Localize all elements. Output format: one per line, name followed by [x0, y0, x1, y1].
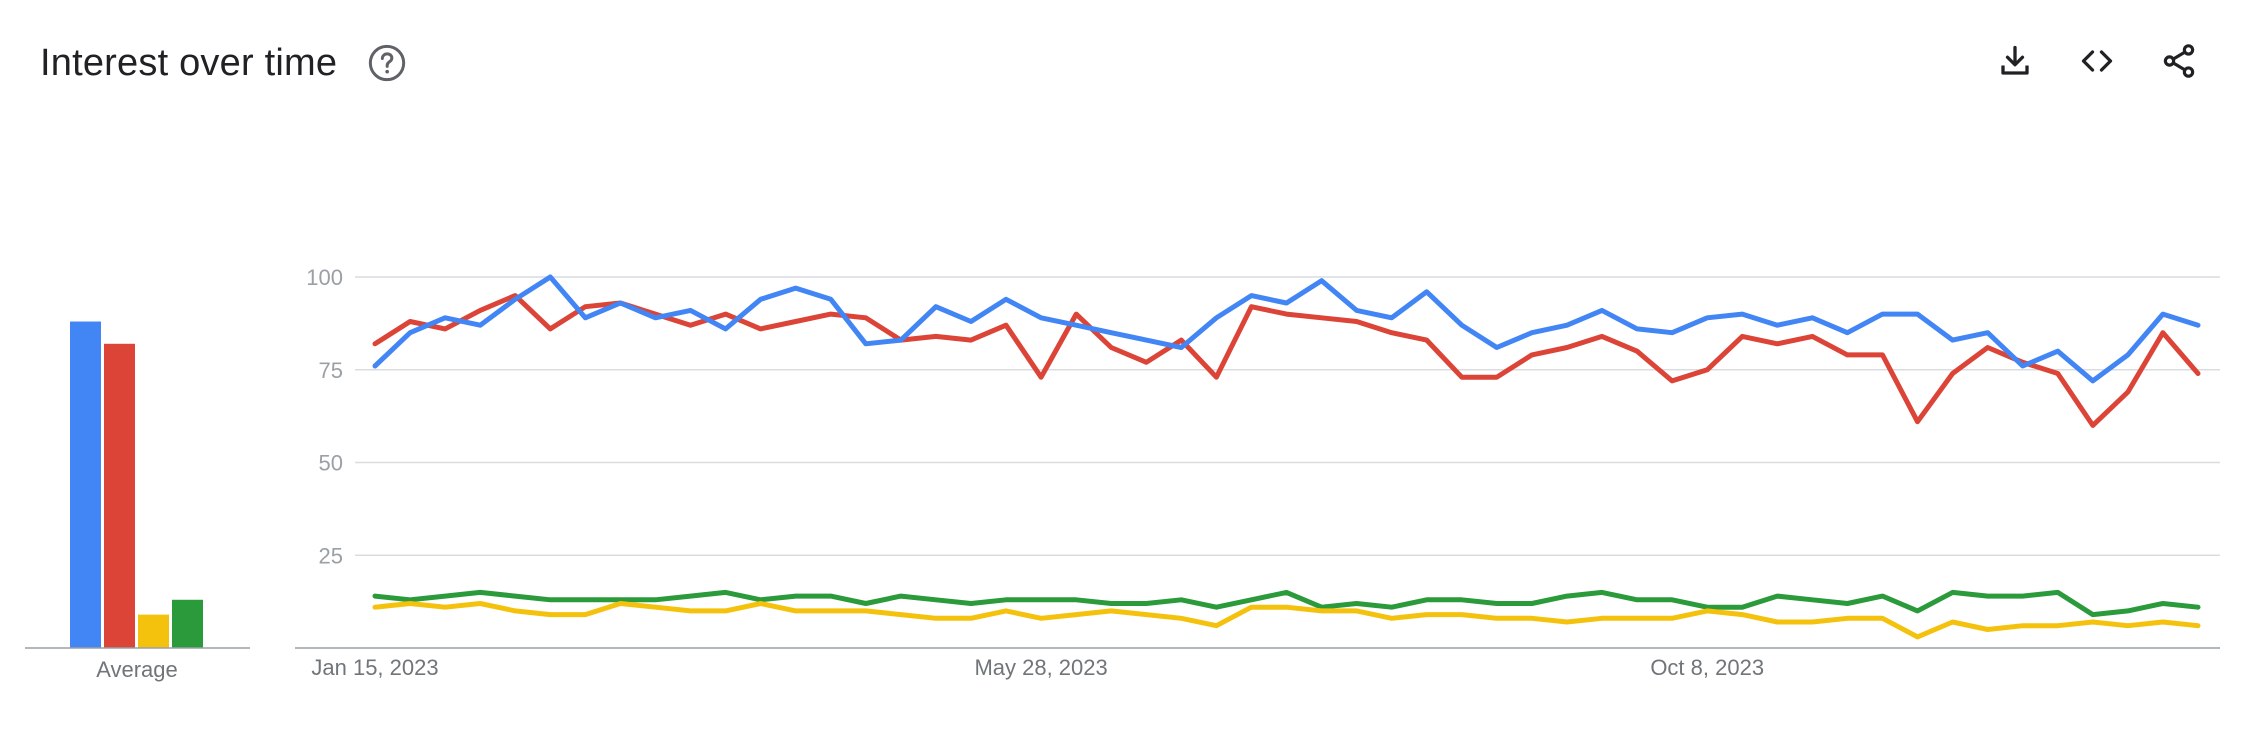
average-bar-2 [104, 343, 135, 648]
x-tick-label: May 28, 2023 [974, 655, 1107, 680]
chart-actions [1994, 40, 2200, 82]
y-tick-label: 100 [306, 265, 343, 290]
series-line-2 [372, 293, 2201, 428]
series-line-4 [372, 589, 2201, 618]
embed-code-icon[interactable] [2076, 40, 2118, 82]
x-tick-label: Jan 15, 2023 [311, 655, 438, 680]
y-tick-label: 75 [319, 358, 343, 383]
share-icon[interactable] [2158, 40, 2200, 82]
chart-header: Interest over time [40, 28, 407, 98]
average-label: Average [96, 657, 178, 682]
average-bar-1 [70, 321, 101, 648]
help-circle-icon[interactable] [367, 43, 407, 83]
x-tick-label: Oct 8, 2023 [1650, 655, 1764, 680]
y-tick-label: 25 [319, 543, 343, 568]
series-line-3 [372, 601, 2201, 640]
average-bar-3 [138, 614, 169, 648]
y-tick-label: 50 [319, 451, 343, 476]
average-bar-4 [172, 599, 203, 648]
download-icon[interactable] [1994, 40, 2036, 82]
chart-title: Interest over time [40, 41, 338, 84]
series-line-1 [372, 274, 2201, 384]
